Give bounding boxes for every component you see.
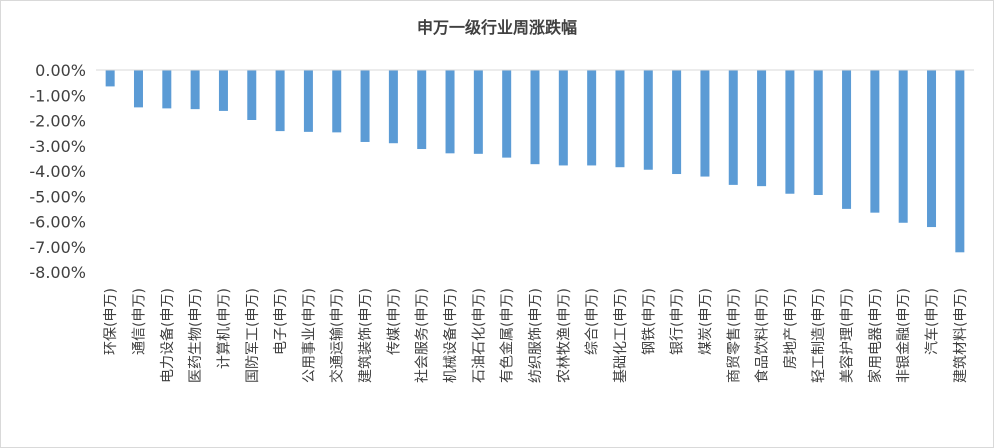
x-tick-label: 农林牧渔(申万) bbox=[556, 288, 572, 383]
y-tick-label: -6.00% bbox=[29, 213, 86, 232]
x-tick-label: 美容护理(申万) bbox=[839, 288, 856, 383]
bar bbox=[615, 70, 625, 168]
x-tick-label: 医药生物(申万) bbox=[188, 288, 204, 383]
x-tick-label: 煤炭(申万) bbox=[698, 288, 714, 355]
x-axis: 环保(申万) 通信(申万) 电力设备(申万) 医药生物(申万) 计算机(申万) 国防军工(… bbox=[96, 69, 974, 383]
x-tick-label: 纺织服饰(申万) bbox=[528, 288, 544, 383]
bar bbox=[898, 70, 908, 223]
y-tick-label: 0.00% bbox=[35, 61, 86, 80]
bar bbox=[218, 70, 228, 111]
y-tick-label: -7.00% bbox=[29, 238, 86, 257]
bar bbox=[303, 70, 313, 132]
y-tick-label: -8.00% bbox=[29, 263, 86, 282]
x-tick-label: 家用电器(申万) bbox=[867, 288, 884, 383]
y-tick-label: -1.00% bbox=[29, 86, 86, 105]
x-tick-label: 电力设备(申万) bbox=[159, 288, 176, 383]
bar bbox=[417, 70, 427, 150]
x-tick-label: 国防军工(申万) bbox=[245, 288, 261, 383]
bar bbox=[558, 70, 568, 166]
x-tick-label: 电子(申万) bbox=[273, 288, 289, 355]
x-tick-label: 交通运输(申万) bbox=[329, 288, 346, 383]
x-tick-label: 社会服务(申万) bbox=[415, 288, 431, 383]
x-tick-label: 环保(申万) bbox=[103, 288, 119, 355]
bar bbox=[813, 70, 823, 195]
bar bbox=[162, 70, 172, 109]
y-axis: 0.00% -1.00% -2.00% -3.00% -4.00% -5.00% -6.00… bbox=[29, 61, 86, 282]
bar bbox=[757, 70, 767, 187]
bar bbox=[728, 70, 738, 185]
x-tick-label: 钢铁(申万) bbox=[641, 288, 657, 355]
bar bbox=[530, 70, 540, 165]
bar bbox=[332, 70, 342, 133]
bar bbox=[360, 70, 370, 142]
y-tick-label: -3.00% bbox=[29, 137, 86, 156]
x-tick-label: 石油石化(申万) bbox=[471, 288, 487, 383]
x-tick-label: 商贸零售(申万) bbox=[726, 288, 742, 383]
bar bbox=[700, 70, 710, 177]
bar bbox=[672, 70, 682, 175]
bar bbox=[955, 70, 965, 253]
x-tick-label: 通信(申万) bbox=[131, 288, 147, 355]
bars bbox=[105, 70, 965, 253]
x-tick-label: 轻工制造(申万) bbox=[811, 288, 827, 383]
x-tick-label: 非银金融(申万) bbox=[896, 288, 912, 383]
bar bbox=[275, 70, 285, 132]
x-tick-label: 有色金属(申万) bbox=[499, 288, 516, 383]
bar bbox=[190, 70, 200, 110]
x-tick-label: 房地产(申万) bbox=[783, 288, 799, 369]
bar bbox=[587, 70, 597, 166]
x-tick-label: 机械设备(申万) bbox=[442, 288, 459, 383]
x-tick-label: 食品饮料(申万) bbox=[754, 288, 771, 383]
bar bbox=[643, 70, 653, 170]
x-tick-label: 综合(申万) bbox=[585, 288, 601, 355]
bar bbox=[842, 70, 852, 209]
x-tick-label: 银行(申万) bbox=[670, 288, 686, 355]
y-tick-label: -2.00% bbox=[29, 112, 86, 131]
bar bbox=[247, 70, 257, 120]
bar bbox=[473, 70, 483, 154]
y-tick-label: -5.00% bbox=[29, 187, 86, 206]
x-tick-label: 建筑装饰(申万) bbox=[358, 288, 374, 383]
bar bbox=[388, 70, 398, 144]
bar bbox=[445, 70, 455, 154]
y-tick-label: -4.00% bbox=[29, 162, 86, 181]
bar bbox=[870, 70, 880, 213]
bar bbox=[502, 70, 512, 158]
bar bbox=[133, 70, 143, 108]
x-tick-label: 传媒(申万) bbox=[386, 288, 402, 355]
x-tick-label: 公用事业(申万) bbox=[301, 288, 317, 383]
chart-title: 申万一级行业周涨跌幅 bbox=[416, 18, 577, 37]
bar bbox=[927, 70, 937, 228]
x-tick-label: 汽车(申万) bbox=[924, 288, 941, 355]
bar bbox=[785, 70, 795, 194]
bar bbox=[105, 70, 115, 87]
x-tick-label: 基础化工(申万) bbox=[612, 288, 629, 383]
x-tick-label: 计算机(申万) bbox=[216, 288, 232, 369]
x-tick-label: 建筑材料(申万) bbox=[953, 288, 969, 383]
